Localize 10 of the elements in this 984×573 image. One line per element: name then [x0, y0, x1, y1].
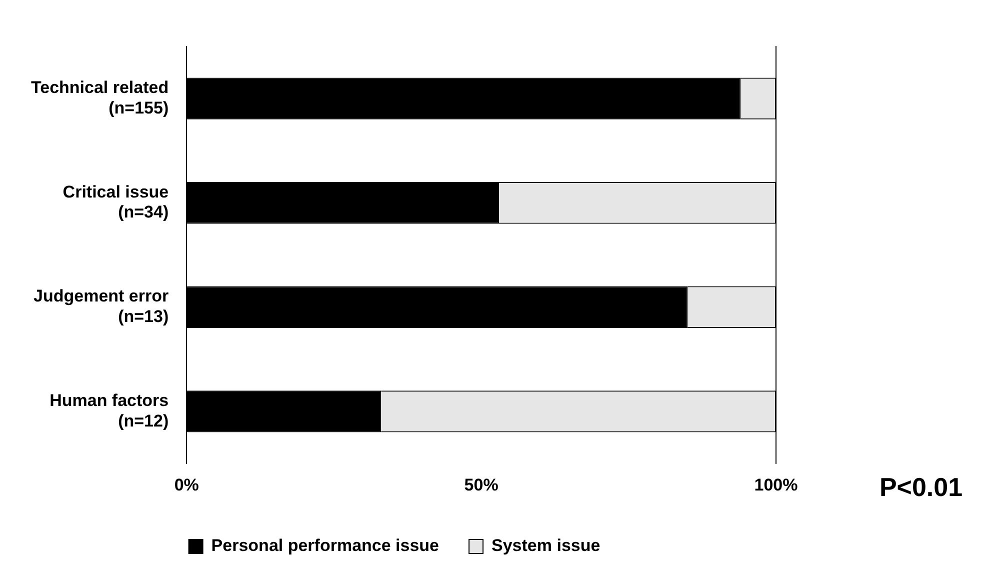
- x-tick-label: 100%: [754, 475, 798, 494]
- x-tick-label: 0%: [174, 475, 199, 494]
- y-tick-label: Human factors (n=12): [50, 390, 169, 430]
- y-tick-label: Judgement error (n=13): [34, 286, 170, 326]
- legend-label: System issue: [492, 536, 600, 556]
- y-tick-label: Technical related (n=155): [30, 78, 169, 118]
- x-tick-label: 50%: [464, 475, 498, 494]
- legend-label: Personal performance issue: [211, 536, 440, 556]
- y-tick-label: Critical issue (n=34): [62, 182, 169, 222]
- text: P<0.01: [879, 472, 963, 502]
